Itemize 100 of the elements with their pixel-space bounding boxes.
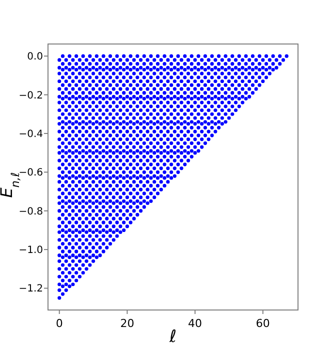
point [132,66,136,70]
point [210,68,214,72]
point [152,58,156,62]
point [206,72,210,76]
point [132,108,136,112]
point [115,62,119,66]
point [102,141,106,145]
point [138,180,143,184]
point [105,216,109,220]
point [94,126,98,130]
point [176,112,180,116]
point [118,230,122,234]
point [128,205,132,209]
point [162,83,166,87]
point [105,108,109,112]
point [166,122,170,126]
point [176,149,180,153]
point [200,122,204,126]
point [68,199,72,203]
point [91,259,96,263]
point [237,62,241,66]
point [193,137,197,142]
point [132,174,136,178]
point [200,87,204,91]
point [60,220,65,224]
point [118,158,122,162]
point [78,151,82,155]
point [118,166,122,170]
point [180,66,184,70]
point [105,94,109,99]
point [206,58,210,62]
point [132,158,136,162]
point [258,62,262,66]
point [214,66,218,70]
point [186,66,190,70]
point [162,91,166,95]
point [64,116,68,120]
point [132,130,136,134]
point [214,79,218,84]
point [88,54,92,58]
point [102,199,106,203]
point [125,209,130,213]
point [176,91,180,95]
point [60,192,65,196]
point [64,158,68,162]
point [84,137,88,142]
point [122,83,126,87]
point [58,282,62,286]
point [193,122,197,126]
point [71,224,75,228]
point [68,149,72,153]
point [220,79,224,84]
point [94,134,98,138]
point [214,94,218,99]
point [152,166,156,170]
point [81,126,85,130]
point [224,96,228,100]
point [58,274,62,278]
point [125,145,130,149]
point [166,66,170,70]
point [162,76,166,80]
point [136,184,140,188]
point [78,122,82,126]
point [159,137,163,142]
point [88,96,92,100]
point [68,234,72,238]
point [118,100,122,104]
point [64,230,68,234]
point [64,100,68,104]
point [166,72,170,76]
point [190,126,194,130]
point [115,220,119,224]
point [210,83,214,87]
point [74,242,78,246]
point [159,166,163,170]
point [102,242,106,246]
point [81,263,85,267]
point [214,87,218,91]
point [142,76,146,80]
point [91,137,96,142]
point [166,108,170,112]
point [88,234,92,238]
point [176,141,180,145]
point [60,234,65,238]
point [84,58,88,62]
x-tick-label: 0 [56,317,63,330]
point [176,154,180,158]
point [71,174,75,178]
point [248,94,252,99]
point [196,68,200,72]
point [200,108,204,112]
point [170,170,174,174]
point [128,54,132,58]
point [108,149,112,153]
point [122,76,126,80]
point [136,112,140,116]
point [91,108,96,112]
point [200,100,204,104]
point [81,212,85,217]
point [190,62,194,66]
